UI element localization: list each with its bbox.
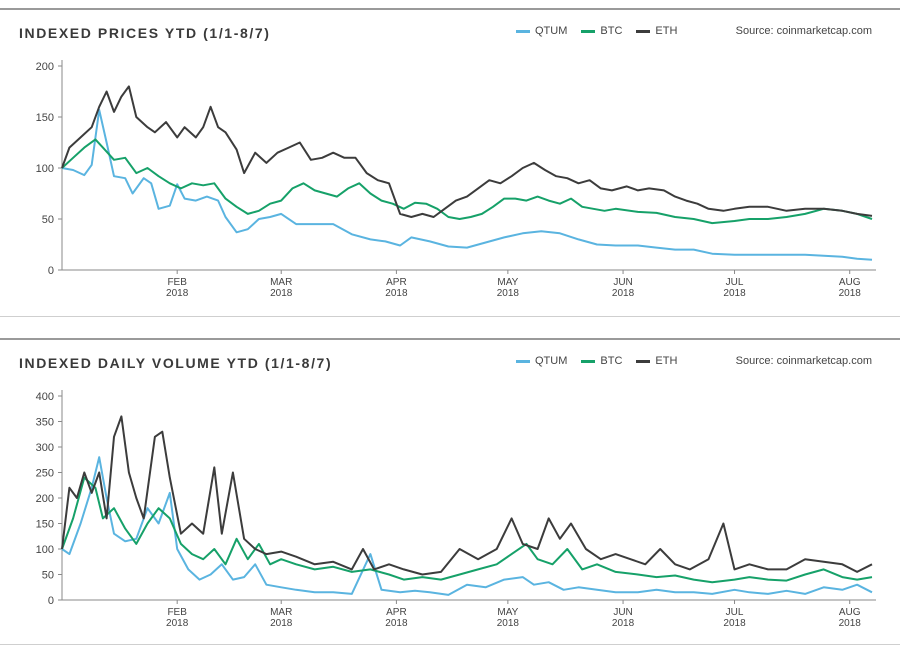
legend-item-eth: ETH: [636, 355, 677, 367]
chart-legend: QTUM BTC ETH: [516, 25, 677, 37]
x-tick-year: 2018: [723, 288, 746, 299]
series-line-eth: [61, 415, 873, 576]
x-tick-month: APR: [386, 277, 407, 288]
legend-label-qtum: QTUM: [535, 355, 568, 367]
series-line-btc: [61, 476, 873, 584]
x-tick-year: 2018: [723, 618, 746, 629]
x-tick-month: JUN: [613, 607, 632, 618]
top-rule: [0, 8, 900, 10]
chart-source: Source: coinmarketcap.com: [735, 355, 872, 367]
x-tick-year: 2018: [385, 618, 408, 629]
legend-item-qtum: QTUM: [516, 355, 567, 367]
legend-swatch-eth: [636, 359, 651, 363]
x-tick-year: 2018: [839, 288, 862, 299]
prices-chart-panel: INDEXED PRICES YTD (1/1-8/7) QTUM BTC ET…: [0, 8, 900, 326]
legend-item-btc: BTC: [581, 355, 622, 367]
x-tick-month: MAR: [270, 607, 292, 618]
x-tick-month: FEB: [167, 277, 187, 288]
y-tick-label: 0: [48, 595, 54, 607]
legend-label-eth: ETH: [655, 355, 678, 367]
legend-label-eth: ETH: [655, 25, 678, 37]
x-tick-month: AUG: [839, 277, 861, 288]
legend-swatch-eth: [636, 29, 651, 33]
x-tick-month: FEB: [167, 607, 187, 618]
series-line-qtum: [61, 456, 873, 596]
x-tick-year: 2018: [270, 618, 293, 629]
legend-swatch-qtum: [516, 29, 530, 33]
x-tick-year: 2018: [166, 288, 189, 299]
y-tick-label: 200: [36, 61, 54, 73]
x-tick-month: JUL: [726, 277, 744, 288]
x-tick-month: JUL: [726, 607, 744, 618]
y-tick-label: 350: [36, 417, 54, 429]
prices-chart-plot: 050100150200FEB2018MAR2018APR2018MAY2018…: [36, 60, 876, 299]
x-tick-year: 2018: [270, 288, 293, 299]
x-tick-year: 2018: [839, 618, 862, 629]
legend-item-qtum: QTUM: [516, 25, 567, 37]
legend-swatch-qtum: [516, 359, 530, 363]
y-tick-label: 100: [36, 544, 54, 556]
legend-swatch-btc: [581, 359, 596, 363]
x-tick-month: MAY: [497, 607, 518, 618]
y-tick-label: 200: [36, 493, 54, 505]
top-rule: [0, 338, 900, 340]
x-tick-month: MAR: [270, 277, 292, 288]
series-line-btc: [61, 138, 873, 225]
series-line-eth: [61, 85, 873, 218]
y-tick-label: 150: [36, 112, 54, 124]
legend-label-btc: BTC: [600, 25, 623, 37]
volume-chart-panel: INDEXED DAILY VOLUME YTD (1/1-8/7) QTUM …: [0, 338, 900, 650]
y-tick-label: 50: [42, 214, 54, 226]
y-tick-label: 250: [36, 468, 54, 480]
y-tick-label: 400: [36, 391, 54, 403]
legend-label-qtum: QTUM: [535, 25, 568, 37]
x-tick-year: 2018: [166, 618, 189, 629]
panel-divider: [0, 644, 900, 645]
x-tick-month: AUG: [839, 607, 861, 618]
panel-divider: [0, 316, 900, 317]
x-tick-year: 2018: [612, 288, 635, 299]
x-tick-month: APR: [386, 607, 407, 618]
chart-legend: QTUM BTC ETH: [516, 355, 677, 367]
y-tick-label: 100: [36, 163, 54, 175]
chart-title: INDEXED DAILY VOLUME YTD (1/1-8/7): [19, 355, 333, 371]
x-tick-month: MAY: [497, 277, 518, 288]
x-tick-year: 2018: [612, 618, 635, 629]
legend-swatch-btc: [581, 29, 596, 33]
legend-label-btc: BTC: [600, 355, 623, 367]
x-tick-month: JUN: [613, 277, 632, 288]
volume-chart-plot: 050100150200250300350400FEB2018MAR2018AP…: [36, 390, 876, 629]
legend-item-eth: ETH: [636, 25, 677, 37]
x-tick-year: 2018: [497, 288, 520, 299]
y-tick-label: 50: [42, 570, 54, 582]
chart-source: Source: coinmarketcap.com: [735, 25, 872, 37]
x-tick-year: 2018: [497, 618, 520, 629]
chart-title: INDEXED PRICES YTD (1/1-8/7): [19, 25, 271, 41]
y-tick-label: 0: [48, 265, 54, 277]
legend-item-btc: BTC: [581, 25, 622, 37]
y-tick-label: 300: [36, 442, 54, 454]
series-line-qtum: [61, 108, 873, 261]
y-tick-label: 150: [36, 519, 54, 531]
x-tick-year: 2018: [385, 288, 408, 299]
